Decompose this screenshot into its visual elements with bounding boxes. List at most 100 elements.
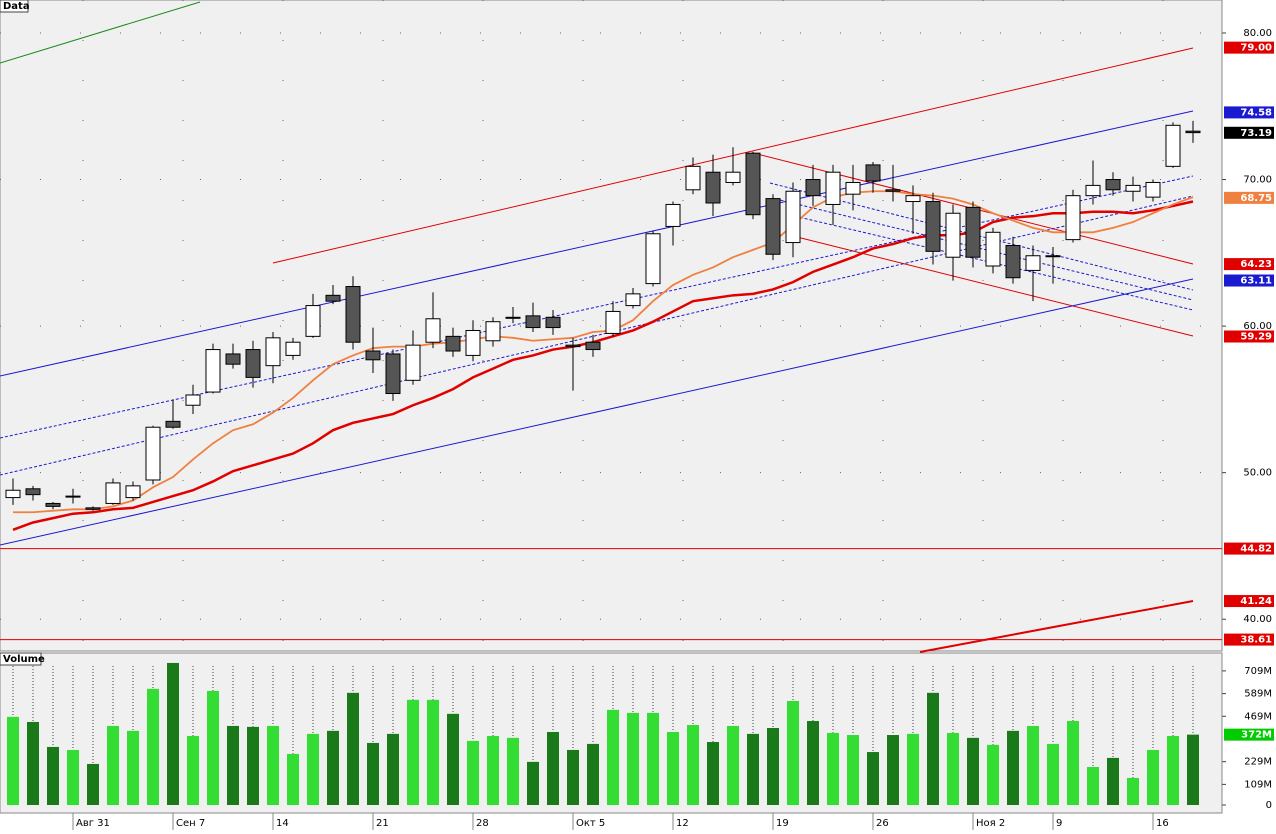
volume-bar xyxy=(827,732,839,805)
candle-body xyxy=(85,507,101,510)
y-tick-label: 589M xyxy=(1244,689,1272,700)
y-tick-label: 40.00 xyxy=(1243,614,1272,625)
y-tick-label: 80.00 xyxy=(1243,28,1272,39)
volume-bar xyxy=(367,742,379,805)
volume-bar xyxy=(767,728,779,805)
x-tick-label: 16 xyxy=(1156,818,1169,829)
price-marker-label: 63.11 xyxy=(1240,276,1272,287)
candle-body xyxy=(25,488,41,496)
candle-body xyxy=(65,495,81,498)
x-tick-label: Авг 31 xyxy=(76,818,110,829)
volume-bar xyxy=(147,688,159,805)
volume-bar xyxy=(227,725,239,805)
volume-bar xyxy=(667,731,679,805)
x-tick-label: 14 xyxy=(276,818,289,829)
price-marker xyxy=(1224,728,1274,741)
volume-bar xyxy=(627,712,639,805)
candle-body xyxy=(1125,184,1141,192)
y-tick-label: 709M xyxy=(1244,666,1272,677)
price-marker-label: 41.24 xyxy=(1240,596,1272,607)
price-marker-label: 38.61 xyxy=(1240,635,1272,646)
volume-bar xyxy=(87,763,99,805)
price-marker-label: 59.29 xyxy=(1240,332,1272,343)
x-tick-label: 12 xyxy=(676,818,689,829)
volume-bar xyxy=(487,735,499,805)
price-marker-label: 68.75 xyxy=(1240,193,1272,204)
candle-body xyxy=(1085,184,1101,197)
price-marker xyxy=(1224,41,1274,54)
volume-bar xyxy=(307,733,319,805)
price-marker xyxy=(1224,191,1274,204)
title-box xyxy=(0,0,29,13)
x-tick-label: 28 xyxy=(476,818,489,829)
candle-body xyxy=(1065,195,1081,241)
candle-body xyxy=(45,502,61,507)
y-tick-label: 229M xyxy=(1244,757,1272,768)
y-tick-label: 50.00 xyxy=(1243,468,1272,479)
candle-body xyxy=(345,286,361,343)
price-marker xyxy=(1224,595,1274,608)
candle-body xyxy=(265,337,281,367)
volume-bar xyxy=(967,737,979,805)
candle-body xyxy=(105,482,121,504)
y-tick-label: 0 xyxy=(1266,800,1272,811)
candle-body xyxy=(565,344,581,348)
candle-body xyxy=(885,189,901,192)
candle-body xyxy=(905,195,921,203)
title-box xyxy=(0,652,42,666)
volume-bar xyxy=(747,733,759,805)
candle-body xyxy=(665,203,681,227)
candle-body xyxy=(385,353,401,395)
candle-body xyxy=(485,321,501,342)
volume-bar xyxy=(687,724,699,805)
candle-body xyxy=(125,485,141,499)
price-marker xyxy=(1224,633,1274,646)
price-marker xyxy=(1224,330,1274,343)
candle-body xyxy=(245,349,261,378)
candle-body xyxy=(1105,179,1121,191)
volume-bar xyxy=(507,737,519,805)
volume-bar xyxy=(647,712,659,805)
volume-bar xyxy=(287,753,299,805)
price-marker-label: 73.19 xyxy=(1240,128,1272,139)
volume-bar xyxy=(847,735,859,805)
volume-bar xyxy=(1187,734,1199,805)
volume-bar xyxy=(327,730,339,805)
x-tick-label: 9 xyxy=(1056,818,1062,829)
price-marker xyxy=(1224,106,1274,119)
volume-bar xyxy=(787,700,799,805)
candle-body xyxy=(705,171,721,204)
volume-bar xyxy=(1087,766,1099,805)
volume-bar xyxy=(927,692,939,805)
price-marker-label: 64.23 xyxy=(1240,259,1272,270)
candle-body xyxy=(625,293,641,307)
volume-bar xyxy=(407,699,419,805)
candle-body xyxy=(1145,181,1161,198)
candle-body xyxy=(405,344,421,381)
x-tick-label: 21 xyxy=(376,818,389,829)
volume-bar xyxy=(7,716,19,805)
y-tick-label: 60.00 xyxy=(1243,321,1272,332)
volume-title: Volume xyxy=(3,654,45,665)
candle-body xyxy=(5,489,21,499)
price-marker xyxy=(1224,258,1274,271)
volume-bar xyxy=(27,721,39,805)
x-tick-label: 19 xyxy=(776,818,789,829)
candle-body xyxy=(205,349,221,393)
volume-bar xyxy=(127,730,139,805)
candle-body xyxy=(525,315,541,329)
candle-body xyxy=(985,231,1001,267)
volume-bar xyxy=(187,735,199,805)
x-tick-label: Ноя 2 xyxy=(976,818,1005,829)
candle-body xyxy=(945,212,961,258)
candle-body xyxy=(225,353,241,365)
volume-bar xyxy=(387,733,399,805)
candle-body xyxy=(1025,255,1041,271)
candle-body xyxy=(845,181,861,195)
volume-bar xyxy=(267,725,279,805)
candle-body xyxy=(425,318,441,343)
volume-bar xyxy=(807,721,819,805)
volume-bar xyxy=(67,749,79,805)
x-tick-label: 26 xyxy=(876,818,889,829)
